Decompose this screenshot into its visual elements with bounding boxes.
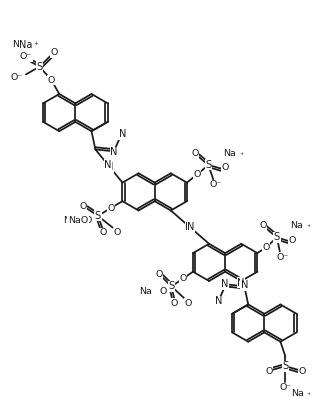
Text: O: O (107, 203, 115, 213)
Text: NaO: NaO (68, 216, 88, 225)
Text: O: O (99, 228, 107, 237)
Text: S: S (36, 61, 43, 71)
Text: O: O (265, 367, 272, 375)
Text: S: S (274, 233, 280, 243)
Text: N: N (187, 222, 195, 233)
Text: S: S (282, 361, 289, 371)
Text: O: O (80, 201, 87, 211)
Text: S: S (95, 211, 101, 221)
Text: N: N (241, 280, 248, 290)
Text: O: O (179, 274, 187, 283)
Text: O: O (84, 216, 92, 225)
Text: O⁻: O⁻ (209, 180, 221, 189)
Text: ⁺: ⁺ (240, 151, 244, 160)
Text: O: O (155, 270, 163, 279)
Text: ⁺: ⁺ (307, 391, 311, 399)
Text: Na: Na (64, 216, 76, 225)
Text: O: O (298, 367, 306, 375)
Text: Na: Na (223, 149, 236, 158)
Text: O: O (184, 298, 192, 308)
Text: N: N (237, 278, 245, 288)
Text: N: N (119, 129, 126, 139)
Text: ⁺: ⁺ (33, 41, 38, 49)
Text: O⁻: O⁻ (20, 52, 32, 61)
Text: S: S (205, 160, 212, 170)
Text: O: O (160, 287, 167, 296)
Text: O⁻: O⁻ (11, 73, 23, 82)
Text: O⁻: O⁻ (277, 253, 289, 261)
Text: Na: Na (19, 40, 33, 50)
Text: O: O (289, 236, 296, 245)
Text: Na: Na (291, 389, 304, 398)
Text: O: O (221, 164, 229, 172)
Text: N: N (106, 162, 113, 172)
Text: N: N (105, 160, 112, 170)
Text: O⁻: O⁻ (279, 383, 292, 392)
Text: N: N (110, 147, 118, 157)
Text: O: O (260, 221, 267, 230)
Text: Na: Na (290, 221, 303, 230)
Text: O: O (114, 228, 121, 237)
Text: O: O (262, 243, 270, 252)
Text: ⁺: ⁺ (29, 40, 33, 49)
Text: Na: Na (12, 40, 24, 49)
Text: N: N (185, 222, 193, 232)
Text: S: S (168, 281, 175, 291)
Text: O: O (48, 76, 55, 85)
Text: O: O (191, 149, 198, 158)
Text: O: O (51, 48, 58, 57)
Text: ⁺: ⁺ (306, 223, 310, 232)
Text: N: N (214, 296, 222, 306)
Text: O: O (19, 52, 27, 61)
Text: O: O (171, 298, 178, 308)
Text: Na: Na (139, 287, 152, 296)
Text: N: N (221, 279, 229, 289)
Text: O: O (193, 170, 200, 179)
